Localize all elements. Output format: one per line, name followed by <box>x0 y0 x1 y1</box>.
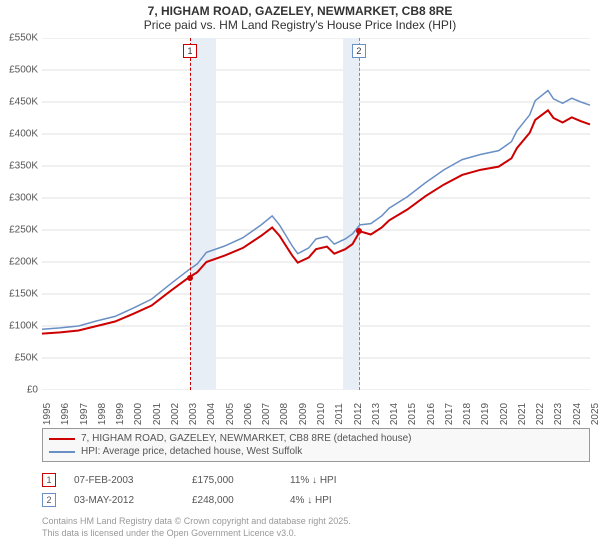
y-tick-label: £250K <box>9 225 38 236</box>
legend-swatch <box>49 438 75 440</box>
y-tick-label: £500K <box>9 65 38 76</box>
x-tick-label: 1996 <box>60 403 71 425</box>
transaction-marker: 2 <box>42 493 56 507</box>
y-tick-label: £350K <box>9 161 38 172</box>
x-tick-label: 2004 <box>206 403 217 425</box>
x-tick-label: 2011 <box>334 403 345 425</box>
footnote-line-1: Contains HM Land Registry data © Crown c… <box>42 516 590 528</box>
x-tick-label: 1995 <box>42 403 53 425</box>
x-tick-label: 2018 <box>462 403 473 425</box>
x-tick-label: 2008 <box>279 403 290 425</box>
x-tick-label: 2022 <box>535 403 546 425</box>
transactions-table: 1 07-FEB-2003 £175,000 11% ↓ HPI 2 03-MA… <box>42 470 590 510</box>
legend-box: 7, HIGHAM ROAD, GAZELEY, NEWMARKET, CB8 … <box>42 428 590 462</box>
chart-container: 7, HIGHAM ROAD, GAZELEY, NEWMARKET, CB8 … <box>0 0 600 560</box>
x-tick-label: 2001 <box>152 403 163 425</box>
transaction-date: 07-FEB-2003 <box>74 475 174 486</box>
footnote: Contains HM Land Registry data © Crown c… <box>42 516 590 539</box>
x-tick-label: 2014 <box>389 403 400 425</box>
transaction-row: 2 03-MAY-2012 £248,000 4% ↓ HPI <box>42 490 590 510</box>
x-tick-label: 2009 <box>298 403 309 425</box>
y-tick-label: £200K <box>9 257 38 268</box>
x-tick-label: 2016 <box>426 403 437 425</box>
legend-item: 7, HIGHAM ROAD, GAZELEY, NEWMARKET, CB8 … <box>49 432 583 445</box>
plot-area: 12 <box>42 38 590 390</box>
y-tick-label: £100K <box>9 321 38 332</box>
y-axis: £0£50K£100K£150K£200K£250K£300K£350K£400… <box>0 38 42 390</box>
footnote-line-2: This data is licensed under the Open Gov… <box>42 528 590 540</box>
x-tick-label: 2005 <box>225 403 236 425</box>
x-tick-label: 1999 <box>115 403 126 425</box>
legend-swatch <box>49 451 75 453</box>
chart-title: 7, HIGHAM ROAD, GAZELEY, NEWMARKET, CB8 … <box>0 0 600 18</box>
x-tick-label: 2015 <box>407 403 418 425</box>
x-axis: 1995 1996 1997 1998 1999 2000 2001 2002 2003 2004… <box>42 390 590 426</box>
x-tick-label: 2006 <box>243 403 254 425</box>
legend-item: HPI: Average price, detached house, West… <box>49 445 583 458</box>
marker-dashed-line <box>190 38 191 390</box>
legend-panel: 7, HIGHAM ROAD, GAZELEY, NEWMARKET, CB8 … <box>42 428 590 539</box>
x-tick-label: 2000 <box>133 403 144 425</box>
x-tick-label: 2023 <box>553 403 564 425</box>
series-line <box>42 90 590 329</box>
y-tick-label: £300K <box>9 193 38 204</box>
x-tick-label: 2021 <box>517 403 528 425</box>
x-tick-label: 2012 <box>353 403 364 425</box>
sale-dot <box>187 275 193 281</box>
marker-box: 2 <box>352 44 366 58</box>
transaction-row: 1 07-FEB-2003 £175,000 11% ↓ HPI <box>42 470 590 490</box>
transaction-diff: 11% ↓ HPI <box>290 475 380 486</box>
transaction-marker: 1 <box>42 473 56 487</box>
y-tick-label: £50K <box>15 353 38 364</box>
x-tick-label: 2003 <box>188 403 199 425</box>
x-tick-label: 2025 <box>590 403 600 425</box>
x-tick-label: 2017 <box>444 403 455 425</box>
x-tick-label: 2013 <box>371 403 382 425</box>
x-tick-label: 2007 <box>261 403 272 425</box>
transaction-diff: 4% ↓ HPI <box>290 495 380 506</box>
transaction-date: 03-MAY-2012 <box>74 495 174 506</box>
sale-dot <box>356 228 362 234</box>
marker-box: 1 <box>183 44 197 58</box>
x-tick-label: 1997 <box>79 403 90 425</box>
series-lines <box>42 38 590 390</box>
x-tick-label: 2002 <box>170 403 181 425</box>
legend-label: HPI: Average price, detached house, West… <box>81 446 302 457</box>
y-tick-label: £0 <box>27 385 38 396</box>
transaction-price: £248,000 <box>192 495 272 506</box>
x-tick-label: 2024 <box>572 403 583 425</box>
y-tick-label: £450K <box>9 97 38 108</box>
y-tick-label: £150K <box>9 289 38 300</box>
x-tick-label: 1998 <box>97 403 108 425</box>
x-tick-label: 2019 <box>480 403 491 425</box>
chart-subtitle: Price paid vs. HM Land Registry's House … <box>0 18 600 36</box>
x-tick-label: 2010 <box>316 403 327 425</box>
marker-dashed-line <box>359 38 360 390</box>
legend-label: 7, HIGHAM ROAD, GAZELEY, NEWMARKET, CB8 … <box>81 433 411 444</box>
x-tick-label: 2020 <box>499 403 510 425</box>
y-tick-label: £550K <box>9 33 38 44</box>
y-tick-label: £400K <box>9 129 38 140</box>
transaction-price: £175,000 <box>192 475 272 486</box>
